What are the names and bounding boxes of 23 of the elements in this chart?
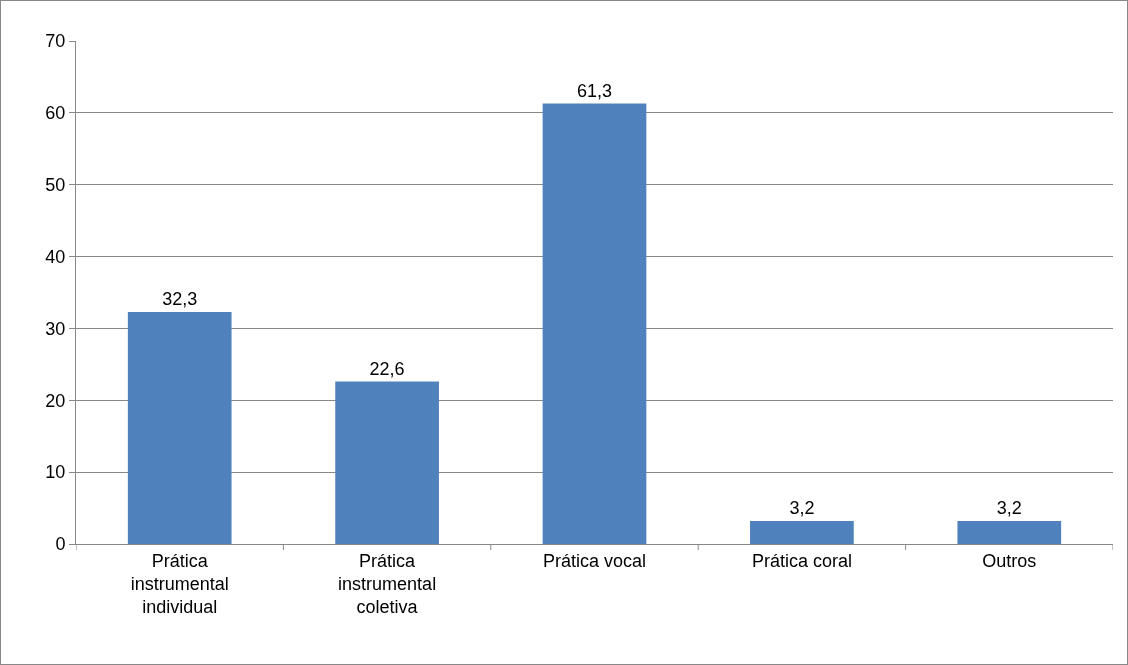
bar bbox=[542, 103, 647, 544]
y-tick-label: 50 bbox=[45, 175, 66, 196]
bar bbox=[335, 381, 439, 544]
data-label: 3,2 bbox=[996, 498, 1022, 519]
data-label: 22,6 bbox=[369, 358, 405, 379]
x-tick-label: Prática coral bbox=[751, 550, 852, 571]
y-tick-label: 0 bbox=[55, 534, 66, 555]
x-tick-label: Prática vocal bbox=[542, 550, 647, 571]
y-tick-label: 70 bbox=[45, 31, 66, 52]
y-tick-label: 40 bbox=[45, 246, 66, 267]
y-tick-label: 30 bbox=[45, 318, 66, 339]
y-tick-label: 60 bbox=[45, 103, 66, 124]
bar bbox=[127, 311, 232, 544]
bar bbox=[750, 521, 854, 544]
data-label: 32,3 bbox=[162, 288, 198, 309]
y-tick-label: 20 bbox=[45, 390, 66, 411]
x-tick-label: Prática instrumental coletiva bbox=[338, 550, 437, 618]
data-label: 3,2 bbox=[789, 498, 815, 519]
x-tick-label: Outros bbox=[982, 550, 1037, 571]
y-tick-label: 10 bbox=[45, 462, 66, 483]
bar bbox=[957, 521, 1062, 544]
x-tick-label: Prática instrumental individual bbox=[130, 550, 229, 618]
data-label: 61,3 bbox=[576, 80, 613, 101]
